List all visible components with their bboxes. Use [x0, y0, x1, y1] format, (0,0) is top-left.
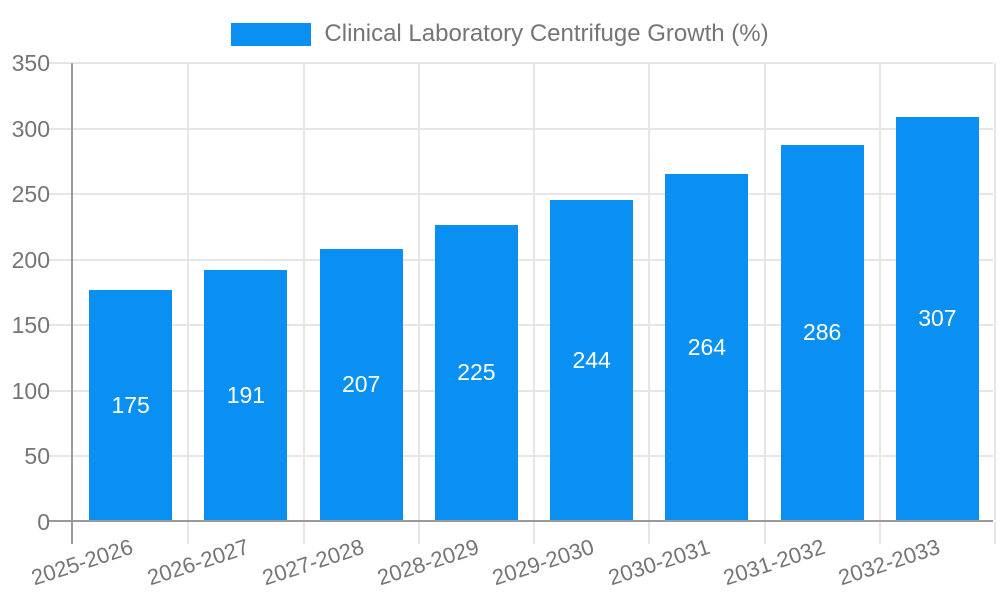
chart-title: Clinical Laboratory Centrifuge Growth (%… [324, 20, 769, 47]
y-tick [49, 389, 71, 392]
y-tick-label: 200 [11, 246, 50, 273]
y-tick-label: 50 [24, 443, 50, 470]
bar-value-label: 175 [111, 391, 150, 418]
gridline-x [878, 63, 881, 520]
gridline-x [994, 63, 996, 520]
gridline-x [648, 63, 651, 520]
gridline-x [187, 63, 190, 520]
x-tick [994, 522, 996, 544]
bar-value-label: 286 [802, 319, 842, 345]
bar-value-label: 207 [341, 371, 381, 397]
x-tick-label: 2032-2033 [835, 534, 944, 591]
x-tick [533, 522, 535, 544]
x-tick-label: 2029-2030 [489, 534, 598, 591]
x-tick-label: 2031-2032 [720, 534, 828, 591]
y-tick [49, 127, 71, 130]
y-tick-label: 150 [11, 312, 50, 339]
bar-value-label: 244 [572, 346, 611, 373]
bar-value-label: 191 [226, 381, 266, 408]
bar[interactable]: 225 [434, 225, 518, 520]
x-tick-label: 2025-2026 [28, 534, 137, 591]
bar-value-label: 264 [687, 333, 727, 360]
bar[interactable]: 286 [780, 145, 864, 520]
y-tick [49, 455, 71, 458]
bar[interactable]: 191 [204, 270, 288, 520]
x-tick-label: 2030-2031 [604, 534, 713, 591]
legend-item[interactable]: Clinical Laboratory Centrifuge Growth (%… [231, 20, 769, 48]
gridline-x [763, 63, 766, 520]
gridline-x [302, 63, 305, 520]
x-tick [763, 522, 766, 544]
x-tick [648, 522, 651, 544]
x-tick-label: 2026-2027 [143, 534, 252, 591]
y-tick-label: 350 [11, 50, 50, 76]
y-tick-label: 0 [37, 509, 50, 535]
x-tick [878, 522, 881, 544]
bar[interactable]: 307 [895, 117, 979, 520]
x-tick [302, 522, 305, 544]
y-tick-label: 100 [11, 377, 50, 404]
bar-value-label: 225 [457, 359, 496, 385]
x-tick [417, 522, 420, 544]
y-tick [49, 62, 71, 64]
bar[interactable]: 175 [89, 290, 173, 520]
bar[interactable]: 264 [665, 174, 749, 520]
y-tick-label: 250 [11, 181, 50, 208]
y-tick [49, 520, 71, 522]
gridline-x [533, 63, 535, 520]
x-tick-label: 2027-2028 [259, 534, 367, 591]
x-tick [187, 522, 190, 544]
legend-swatch [231, 22, 312, 46]
y-tick [49, 193, 71, 196]
bar[interactable]: 244 [550, 200, 634, 520]
plot-area: 175 191 207 225 244 264 286 307 [49, 62, 996, 544]
bar[interactable]: 207 [319, 249, 403, 520]
bar-value-label: 307 [918, 305, 957, 331]
x-tick [71, 522, 73, 544]
legend: Clinical Laboratory Centrifuge Growth (%… [0, 20, 1000, 48]
y-tick-label: 300 [11, 115, 50, 142]
y-tick [49, 258, 71, 261]
y-tick [49, 324, 71, 327]
x-tick-label: 2028-2029 [374, 534, 483, 591]
gridline-x [417, 63, 420, 520]
